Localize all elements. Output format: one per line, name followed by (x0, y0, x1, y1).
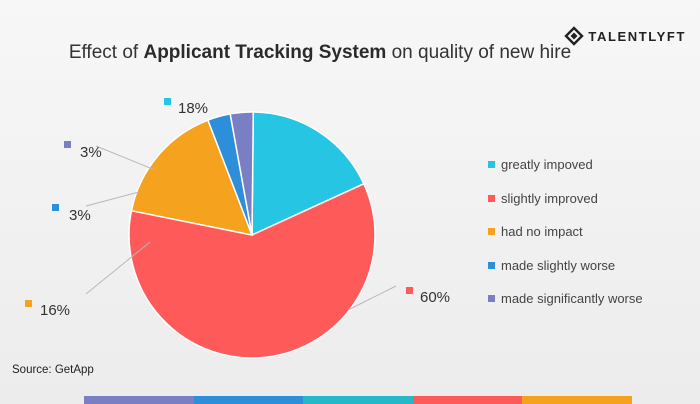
legend-swatch (488, 261, 495, 269)
stripe-segment (522, 396, 632, 404)
legend-label: made slightly worse (501, 257, 616, 273)
legend-label: had no impact (501, 224, 583, 240)
pie-slice-made-significantly-worse (229, 111, 255, 236)
legend-item: made significantly worse (488, 282, 643, 316)
stripe-segment (193, 396, 304, 404)
data-label-swatch (64, 141, 71, 148)
legend-swatch (488, 295, 495, 303)
leader-line (347, 285, 397, 311)
talentlyft-logo: TALENTLYFT (564, 26, 686, 46)
title-bold: Applicant Tracking System (143, 42, 387, 63)
pie-slice-greatly-impoved (251, 111, 365, 237)
stripe-segment (303, 396, 413, 404)
legend-label: made significantly worse (501, 291, 643, 307)
leader-line (95, 145, 156, 171)
data-label-swatch (164, 98, 171, 105)
legend-item: had no impact (488, 215, 643, 249)
data-label-swatch (25, 300, 32, 307)
title-pre: Effect of (68, 42, 139, 63)
pie-slice-had-no-impact (130, 119, 254, 237)
data-label: 16% (40, 302, 70, 319)
legend-swatch (488, 161, 495, 169)
title-post: on quality of new hire (391, 42, 572, 63)
source-note: Source: GetApp (12, 364, 94, 376)
legend-item: made slightly worse (488, 249, 643, 283)
stripe-segment (84, 396, 194, 404)
stripe-segment (412, 396, 523, 404)
legend: greatly impoved slightly improved had no i… (488, 148, 643, 316)
data-label: 3% (69, 207, 91, 224)
data-label: 3% (80, 144, 102, 161)
data-label-swatch (406, 287, 413, 294)
chart-title: Effect of Applicant Tracking System on q… (0, 42, 640, 64)
legend-item: slightly improved (488, 182, 643, 216)
leader-line (85, 241, 151, 295)
legend-label: greatly impoved (501, 157, 593, 173)
talentlyft-diamond-icon (564, 26, 585, 46)
logo-text: TALENTLYFT (588, 28, 686, 44)
data-label: 18% (178, 100, 208, 117)
legend-swatch (488, 228, 495, 236)
pie-slice-slightly-improved (128, 182, 376, 359)
leader-line (85, 191, 140, 207)
legend-item: greatly impoved (488, 148, 643, 182)
legend-swatch (488, 194, 495, 202)
legend-label: slightly improved (501, 190, 598, 206)
data-label: 60% (420, 289, 450, 306)
data-label-swatch (52, 204, 59, 211)
bottom-color-stripe (84, 396, 632, 404)
